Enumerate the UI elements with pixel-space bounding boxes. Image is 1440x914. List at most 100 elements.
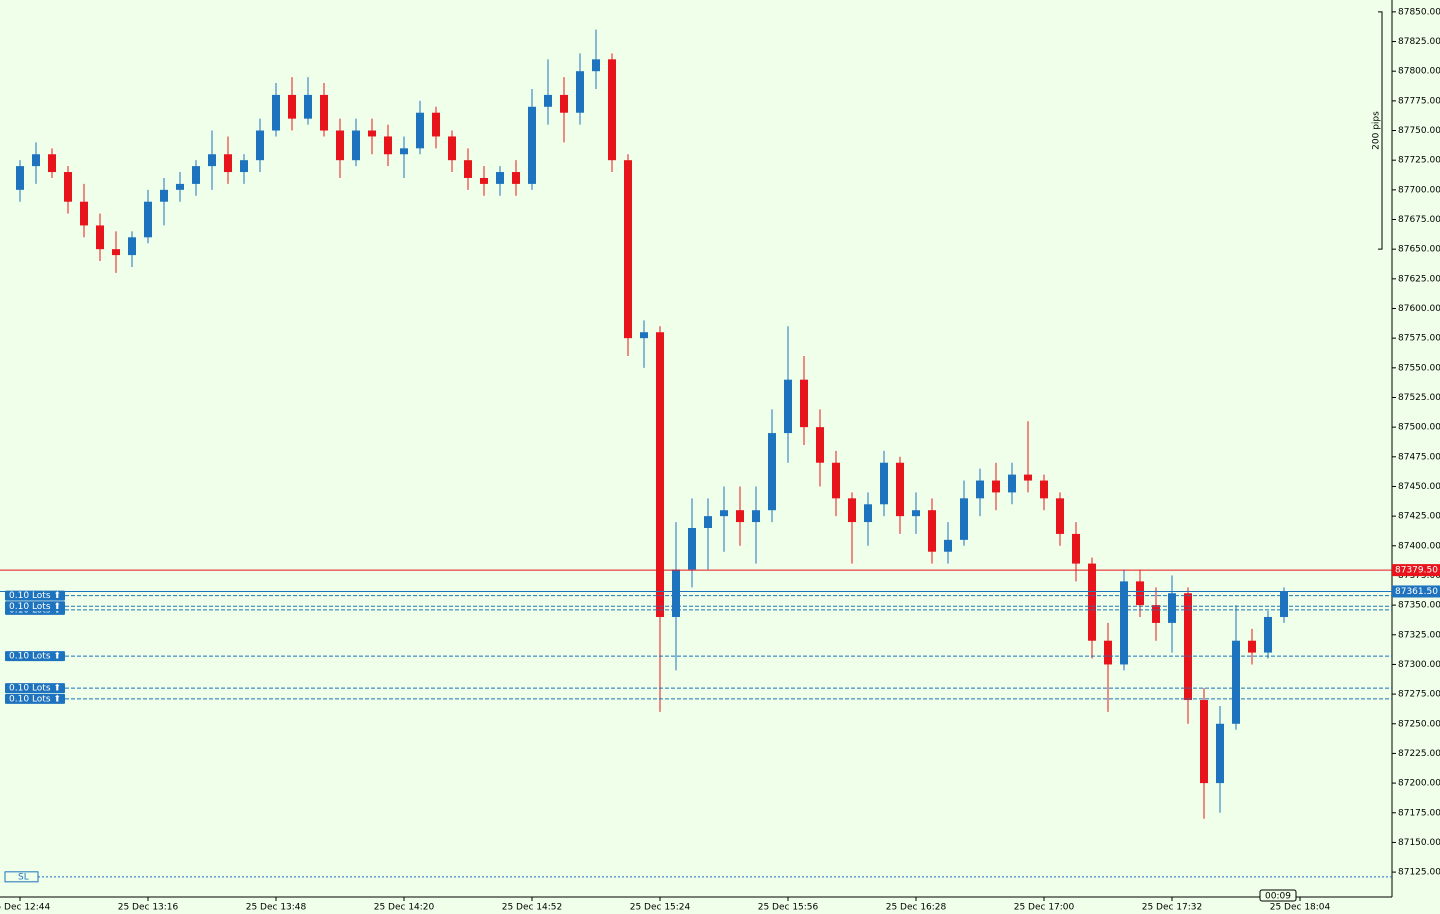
order-label: 0.10 Lots ⬆: [9, 652, 61, 662]
candle-body: [1088, 563, 1096, 641]
candle-body: [384, 136, 392, 155]
candle-body: [976, 480, 984, 499]
candle-body: [352, 130, 360, 161]
order-label: 0.10 Lots ⬆: [9, 694, 61, 704]
x-tick-label: 25 Dec 16:28: [886, 903, 947, 913]
candle-body: [736, 510, 744, 523]
candle-body: [688, 527, 696, 570]
order-tag[interactable]: [5, 693, 65, 704]
candle-body: [368, 130, 376, 137]
candle-body: [80, 201, 88, 226]
y-tick-label: 87675.00: [1398, 215, 1440, 225]
candle-body: [912, 510, 920, 517]
candle-body: [272, 94, 280, 131]
candle-body: [336, 130, 344, 161]
x-tick-label: 25 Dec 14:52: [502, 903, 563, 913]
candle-body: [208, 154, 216, 167]
candle-body: [1008, 474, 1016, 493]
y-tick-label: 87400.00: [1398, 541, 1440, 551]
candle-body: [928, 510, 936, 552]
order-tag[interactable]: [5, 601, 65, 612]
candle-body: [1136, 581, 1144, 606]
candle-body: [480, 177, 488, 184]
x-tick-label: 25 Dec 12:44: [0, 903, 51, 913]
candle-body: [864, 504, 872, 523]
candle-body: [1248, 640, 1256, 653]
price-tag: [1392, 585, 1440, 598]
y-tick-label: 87125.00: [1398, 868, 1440, 878]
price-tag-label: 87361.50: [1395, 587, 1438, 597]
candle-body: [1056, 498, 1064, 534]
order-tag[interactable]: [5, 683, 65, 694]
candle-body: [752, 510, 760, 523]
candle-body: [112, 249, 120, 256]
order-label: 0.10 Lots ⬆: [9, 684, 61, 694]
y-tick-label: 87750.00: [1398, 126, 1440, 136]
pips-label: 200 pips: [1372, 111, 1382, 150]
candle-body: [544, 94, 552, 107]
order-tag[interactable]: [5, 651, 65, 662]
y-tick-label: 87425.00: [1398, 512, 1440, 522]
y-tick-label: 87525.00: [1398, 393, 1440, 403]
y-tick-label: 87600.00: [1398, 304, 1440, 314]
candle-body: [448, 136, 456, 161]
candle-body: [224, 154, 232, 173]
order-label: 0.10 Lots ⬆: [9, 602, 61, 612]
candle-body: [496, 172, 504, 184]
y-tick-label: 87250.00: [1398, 719, 1440, 729]
candle-body: [32, 154, 40, 167]
candle-body: [128, 237, 136, 256]
candle-body: [800, 379, 808, 428]
candle-body: [832, 462, 840, 499]
candle-body: [304, 94, 312, 119]
candle-body: [720, 510, 728, 517]
candle-body: [960, 498, 968, 540]
y-tick-label: 87650.00: [1398, 245, 1440, 255]
x-tick-label: 25 Dec 13:48: [246, 903, 307, 913]
y-tick-label: 87150.00: [1398, 838, 1440, 848]
y-tick-label: 87225.00: [1398, 749, 1440, 759]
candle-body: [288, 94, 296, 119]
candle-body: [608, 59, 616, 161]
timer: 00:09: [1265, 892, 1291, 902]
x-tick-label: 25 Dec 15:24: [630, 903, 691, 913]
candle-body: [576, 71, 584, 113]
y-tick-label: 87350.00: [1398, 601, 1440, 611]
price-tag: [1392, 564, 1440, 577]
y-tick-label: 87825.00: [1398, 37, 1440, 47]
candle-body: [656, 332, 664, 617]
candle-body: [896, 462, 904, 517]
order-tag[interactable]: [5, 590, 65, 601]
candle-body: [1264, 616, 1272, 653]
candle-body: [1216, 723, 1224, 784]
candle-body: [880, 462, 888, 505]
y-tick-label: 87550.00: [1398, 363, 1440, 373]
sl-tag[interactable]: [4, 871, 39, 883]
candle-body: [1232, 640, 1240, 724]
candle-body: [1200, 700, 1208, 784]
y-tick-label: 87575.00: [1398, 334, 1440, 344]
x-tick-label: 25 Dec 18:04: [1270, 903, 1331, 913]
candle-body: [64, 172, 72, 202]
candle-body: [96, 225, 104, 250]
candle-body: [256, 130, 264, 161]
timer-box: [1259, 889, 1297, 902]
y-tick-label: 87325.00: [1398, 630, 1440, 640]
candle-body: [1184, 593, 1192, 701]
sl-label: SL: [18, 872, 29, 882]
candle-body: [784, 379, 792, 434]
candle-body: [320, 94, 328, 131]
y-tick-label: 87200.00: [1398, 779, 1440, 789]
candle-body: [1024, 474, 1032, 481]
y-tick-label: 87175.00: [1398, 808, 1440, 818]
candle-body: [624, 160, 632, 339]
candle-body: [1280, 591, 1288, 617]
candle-body: [992, 480, 1000, 493]
candle-body: [944, 539, 952, 552]
candle-body: [192, 166, 200, 184]
candle-body: [16, 166, 24, 190]
candle-body: [416, 112, 424, 149]
candle-body: [672, 569, 680, 617]
y-tick-label: 87450.00: [1398, 482, 1440, 492]
